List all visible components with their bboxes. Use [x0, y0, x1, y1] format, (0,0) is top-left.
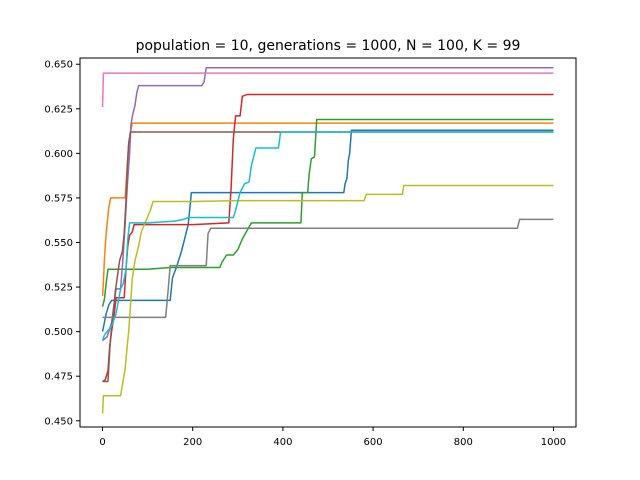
- y-tick-label: 0.475: [44, 372, 73, 383]
- axes-layer: 0 200 400 600 800 1000 0.450 0.475 0.500 0.525 0.5…: [44, 60, 566, 448]
- x-tick-label: 800: [454, 437, 473, 448]
- series-line-8: [102, 218, 554, 319]
- series-line-3: [101, 118, 554, 307]
- y-tick-label: 0.650: [44, 60, 73, 71]
- y-tick-label: 0.600: [44, 149, 73, 160]
- x-tick-label: 600: [364, 437, 383, 448]
- y-tick-label: 0.575: [44, 193, 73, 204]
- series-line-7: [101, 72, 554, 108]
- y-tick-label: 0.450: [44, 416, 73, 427]
- plot-frame: [79, 57, 577, 428]
- x-tick-label: 0: [99, 437, 105, 448]
- x-tick-label: 1000: [541, 437, 566, 448]
- series-layer: [101, 67, 554, 414]
- chart-title: population = 10, generations = 1000, N =…: [136, 38, 521, 54]
- y-tick-label: 0.625: [44, 104, 73, 115]
- y-tick-label: 0.500: [44, 327, 73, 338]
- x-tick-label: 400: [273, 437, 292, 448]
- series-line-10: [101, 131, 554, 341]
- series-line-6: [102, 131, 554, 383]
- y-tick-label: 0.550: [44, 238, 73, 249]
- y-tick-label: 0.525: [44, 283, 73, 294]
- series-line-1: [101, 129, 554, 332]
- x-tick-label: 200: [183, 437, 202, 448]
- series-line-9: [101, 184, 554, 414]
